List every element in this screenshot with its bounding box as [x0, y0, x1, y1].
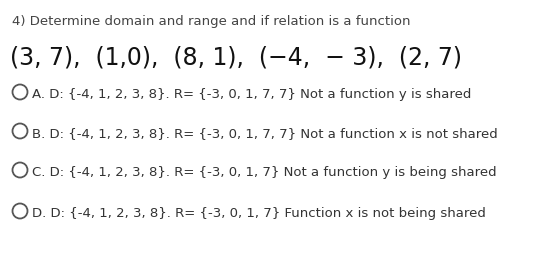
Text: D. D: {-4, 1, 2, 3, 8}. R= {-3, 0, 1, 7} Function x is not being shared: D. D: {-4, 1, 2, 3, 8}. R= {-3, 0, 1, 7}…	[33, 207, 487, 220]
Text: 4) Determine domain and range and if relation is a function: 4) Determine domain and range and if rel…	[12, 15, 410, 28]
Text: C. D: {-4, 1, 2, 3, 8}. R= {-3, 0, 1, 7} Not a function y is being shared: C. D: {-4, 1, 2, 3, 8}. R= {-3, 0, 1, 7}…	[33, 166, 497, 179]
Text: A. D: {-4, 1, 2, 3, 8}. R= {-3, 0, 1, 7, 7} Not a function y is shared: A. D: {-4, 1, 2, 3, 8}. R= {-3, 0, 1, 7,…	[33, 88, 472, 101]
Text: B. D: {-4, 1, 2, 3, 8}. R= {-3, 0, 1, 7, 7} Not a function x is not shared: B. D: {-4, 1, 2, 3, 8}. R= {-3, 0, 1, 7,…	[33, 127, 498, 140]
Text: (3, 7),  (1,0),  (8, 1),  (−4,  − 3),  (2, 7): (3, 7), (1,0), (8, 1), (−4, − 3), (2, 7)	[10, 45, 462, 69]
